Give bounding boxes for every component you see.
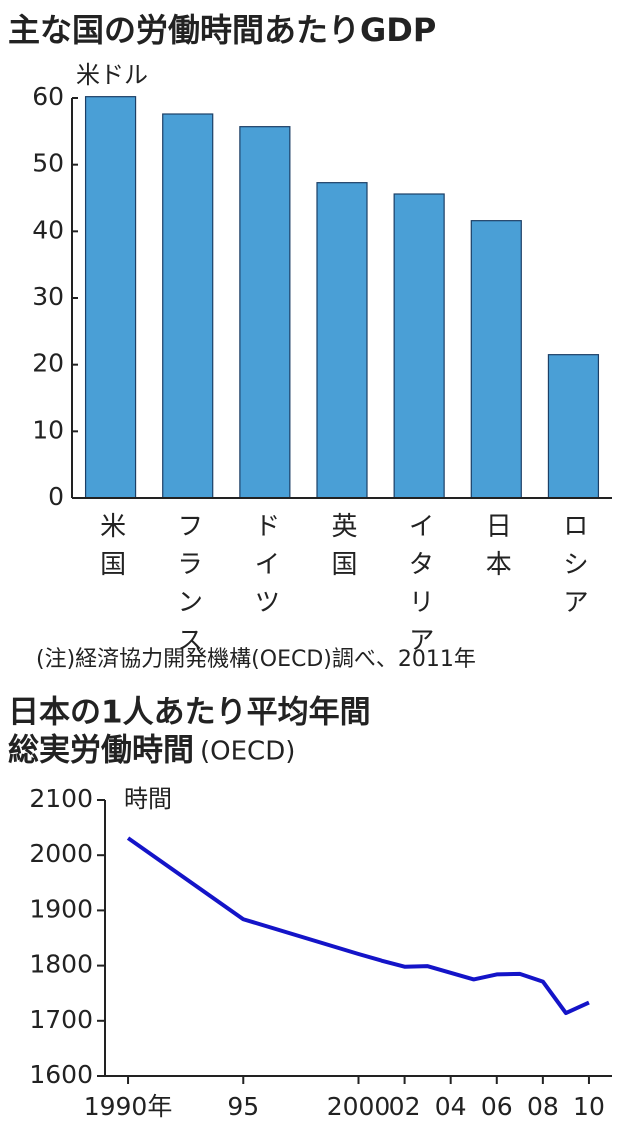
x-tick-label: 95 xyxy=(227,1092,259,1121)
y-unit: 米ドル xyxy=(76,61,148,89)
chart-title: 主な国の労働時間あたりGDP xyxy=(8,11,436,49)
x-tick-label: 02 xyxy=(389,1092,421,1121)
y-tick-label: 10 xyxy=(32,415,64,444)
bar xyxy=(162,113,214,499)
x-tick-label: 英国 xyxy=(327,512,357,588)
x-tick-label: 日本 xyxy=(481,512,511,588)
chart-subtitle: (OECD) xyxy=(200,737,295,767)
bar xyxy=(84,96,137,499)
x-tick-label: 1990年 xyxy=(84,1092,173,1121)
y-tick-label: 30 xyxy=(32,282,64,311)
note: (注)経済協力開発機構(OECD)調べ、2011年 xyxy=(36,647,476,672)
y-tick-label: 2100 xyxy=(29,784,93,813)
x-tick-label: 06 xyxy=(481,1092,513,1121)
bar xyxy=(239,126,291,499)
y-tick-label: 1600 xyxy=(29,1060,93,1089)
y-tick-label: 20 xyxy=(32,349,64,378)
chart-title: 日本の1人あたり平均年間 xyxy=(8,695,371,731)
bar xyxy=(316,182,368,499)
x-tick-label: ドイツ xyxy=(250,512,280,626)
y-tick-label: 60 xyxy=(32,82,64,111)
line xyxy=(126,836,590,1016)
chart-title: 総実労働時間 xyxy=(8,733,194,769)
bar xyxy=(547,354,600,499)
y-tick-label: 50 xyxy=(32,149,64,178)
y-tick-label: 2000 xyxy=(29,839,93,868)
x-tick-label: 08 xyxy=(527,1092,559,1121)
y-tick-label: 40 xyxy=(32,215,64,244)
bar xyxy=(470,220,522,499)
y-tick-label: 1700 xyxy=(29,1005,93,1034)
x-tick-label: 10 xyxy=(573,1092,605,1121)
x-tick-label: ロシア xyxy=(558,512,588,626)
x-tick-label: 2000 xyxy=(327,1092,391,1121)
x-tick-label: 米国 xyxy=(96,512,126,588)
x-tick-label: フランス xyxy=(173,512,203,664)
y-tick-label: 0 xyxy=(48,482,64,511)
y-tick-label: 1800 xyxy=(29,950,93,979)
x-tick-label: イタリア xyxy=(404,512,434,664)
y-tick-label: 1900 xyxy=(29,894,93,923)
x-tick-label: 04 xyxy=(435,1092,467,1121)
y-unit: 時間 xyxy=(124,785,172,813)
bar xyxy=(393,193,445,499)
